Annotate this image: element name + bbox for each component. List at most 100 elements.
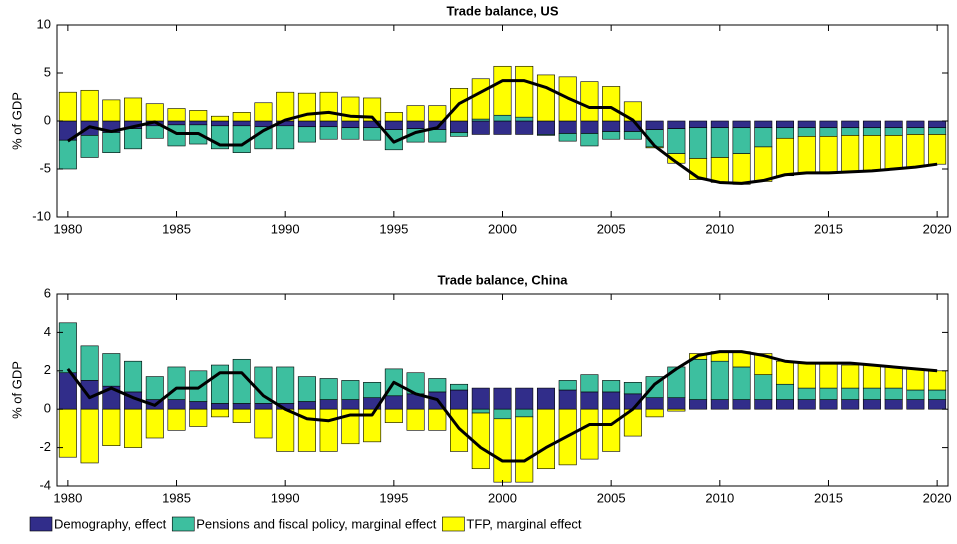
bar-segment: [341, 120, 360, 129]
y-tick-label: 2: [44, 362, 51, 377]
bar-segment: [124, 360, 143, 393]
bar-segment: [276, 408, 295, 452]
bar-segment: [232, 408, 251, 423]
bar-segment: [819, 399, 838, 410]
bar-segment: [602, 131, 621, 140]
bar-segment: [232, 403, 251, 410]
bar-segment: [319, 399, 338, 410]
legend-label: TFP, marginal effect: [466, 516, 582, 531]
bar-segment: [580, 408, 599, 460]
x-tick-label: 1990: [271, 221, 300, 236]
bar-segment: [536, 74, 555, 122]
bar-segment: [254, 120, 273, 128]
bar-segment: [536, 408, 555, 470]
bar-segment: [667, 397, 686, 410]
bar-segment: [862, 364, 881, 389]
bar-segment: [80, 135, 99, 158]
y-tick-label: 0: [44, 401, 51, 416]
bar-segment: [58, 322, 77, 374]
bar-segment: [471, 78, 490, 120]
bar-segment: [319, 120, 338, 128]
bar-segment: [841, 387, 860, 400]
bar-segment: [797, 127, 816, 137]
bar-segment: [515, 387, 534, 410]
bar-segment: [754, 127, 773, 148]
bar-segment: [450, 120, 469, 133]
bar-segment: [776, 360, 795, 385]
bar-segment: [145, 103, 164, 122]
bar-segment: [254, 102, 273, 122]
bar-segment: [710, 157, 729, 183]
bar-segment: [493, 120, 512, 135]
bar-segment: [363, 382, 382, 398]
line: [67, 79, 938, 185]
bar-segment: [341, 399, 360, 410]
bar-segment: [667, 128, 686, 154]
bar-segment: [884, 366, 903, 389]
bar-segment: [754, 353, 773, 375]
bar-segment: [884, 135, 903, 170]
bar-segment: [732, 120, 751, 129]
x-tick-label: 1980: [53, 221, 82, 236]
bar-segment: [710, 399, 729, 410]
bar-segment: [732, 366, 751, 400]
bar-segment: [189, 110, 208, 122]
bar-segment: [754, 374, 773, 400]
x-tick-label: 2020: [923, 221, 952, 236]
chart-title: Trade balance, US: [447, 3, 559, 18]
bar-segment: [928, 134, 947, 165]
bar-segment: [406, 105, 425, 122]
bar-segment: [928, 370, 947, 391]
bar-segment: [515, 120, 534, 135]
bar-segment: [841, 135, 860, 173]
bar-segment: [580, 120, 599, 134]
bar-segment: [580, 81, 599, 122]
bar-segment: [580, 374, 599, 393]
bar-segment: [493, 65, 512, 116]
bar-segment: [493, 114, 512, 122]
bar-segment: [167, 124, 186, 147]
x-tick-label: 2005: [597, 490, 626, 505]
bar-segment: [754, 120, 773, 129]
bar-segment: [797, 120, 816, 129]
bar-segment: [623, 382, 642, 395]
bar-segment: [210, 364, 229, 404]
bar-segment: [623, 131, 642, 140]
bar-segment: [689, 358, 708, 400]
bar-segment: [145, 408, 164, 439]
bar-segment: [797, 399, 816, 410]
bar-segment: [58, 91, 77, 122]
legend-swatch: [29, 516, 53, 532]
bar-segment: [471, 387, 490, 410]
bar-segment: [558, 120, 577, 134]
bar-segment: [884, 387, 903, 400]
bar-segment: [797, 362, 816, 389]
x-tick-label: 1985: [162, 490, 191, 505]
chart: Trade balance, US % of GDP -10 -5 0 5 10 1980 19…: [9, 3, 951, 236]
bar-segment: [297, 376, 316, 402]
bar-segment: [80, 408, 99, 464]
bar-segment: [297, 401, 316, 410]
bar-segment: [776, 127, 795, 139]
bar-segment: [645, 397, 664, 410]
bar-segment: [210, 120, 229, 127]
y-tick-label: -4: [39, 477, 51, 492]
bar-segment: [862, 399, 881, 410]
y-tick-label: 6: [44, 285, 51, 300]
bar-segment: [689, 120, 708, 129]
bar-segment: [906, 127, 925, 135]
bar-segment: [580, 391, 599, 410]
x-tick-label: 2000: [488, 221, 517, 236]
bar-segment: [536, 134, 555, 136]
x-tick-label: 1980: [53, 490, 82, 505]
bar-segment: [754, 399, 773, 410]
bar-segment: [536, 387, 555, 410]
bar-segment: [254, 408, 273, 439]
legend: Demography, effect Pensions and fiscal po…: [29, 516, 582, 532]
y-tick-label: -5: [39, 160, 51, 175]
x-tick-label: 2015: [814, 490, 843, 505]
bar-segment: [645, 408, 664, 418]
bar-segment: [862, 135, 881, 172]
bar-segment: [276, 91, 295, 122]
